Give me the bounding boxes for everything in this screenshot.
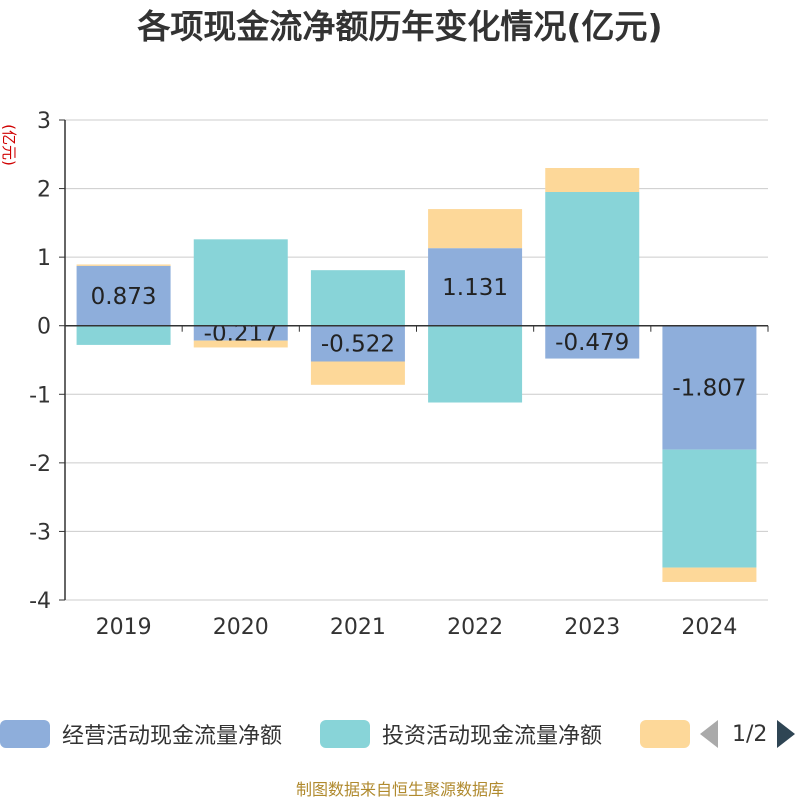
legend: 经营活动现金流量净额 投资活动现金流量净额 1/2 (0, 716, 800, 752)
bar-3-2019 (76, 264, 171, 266)
bar-3-2023 (545, 168, 640, 192)
data-label-2023: -0.479 (555, 330, 629, 356)
y-axis-label: (亿元) (0, 124, 18, 166)
bar-1-2023 (545, 325, 640, 359)
bar-2-2020 (193, 239, 288, 326)
legend-item-operating[interactable]: 经营活动现金流量净额 (0, 716, 282, 752)
x-tick-label: 2021 (330, 615, 386, 640)
legend-pager: 1/2 (700, 716, 796, 752)
bar-2-2022 (428, 325, 523, 403)
bar-1-2024 (662, 325, 757, 450)
source-note: 制图数据来自恒生聚源数据库 (295, 780, 504, 799)
bar-3-2020 (193, 340, 288, 348)
legend-item-financing[interactable] (640, 716, 690, 752)
x-tick-label: 2024 (681, 615, 737, 640)
legend-swatch-financing (640, 720, 690, 748)
bar-1-2021 (310, 325, 405, 362)
data-label-2019: 0.873 (91, 284, 157, 310)
data-label-2021: -0.522 (321, 332, 395, 358)
bar-1-2020 (193, 325, 288, 341)
y-tick-label: -3 (29, 520, 51, 545)
data-label-2024: -1.807 (672, 376, 746, 402)
legend-prev-arrow-icon[interactable] (700, 720, 718, 748)
y-tick-label: 3 (37, 109, 51, 134)
legend-swatch-operating (0, 720, 50, 748)
x-tick-label: 2022 (447, 615, 503, 640)
x-tick-label: 2020 (213, 615, 269, 640)
bar-2-2019 (76, 325, 171, 345)
x-tick-label: 2023 (564, 615, 620, 640)
bar-2-2024 (662, 449, 757, 568)
bar-3-2021 (310, 361, 405, 385)
y-tick-label: -1 (29, 383, 51, 408)
y-tick-label: 0 (37, 315, 51, 340)
data-label-2022: 1.131 (442, 275, 508, 301)
bar-1-2019 (76, 265, 171, 326)
legend-label-investing: 投资活动现金流量净额 (382, 724, 603, 749)
bar-1-2022 (428, 248, 523, 326)
legend-item-investing[interactable]: 投资活动现金流量净额 (320, 716, 602, 752)
bar-2-2021 (310, 270, 405, 326)
y-tick-label: 2 (37, 178, 51, 203)
y-tick-label: 1 (37, 246, 51, 271)
x-tick-label: 2019 (96, 615, 152, 640)
y-tick-label: -2 (29, 452, 51, 477)
legend-page-indicator: 1/2 (732, 721, 768, 747)
y-tick-label: -4 (29, 589, 51, 614)
bar-3-2024 (662, 567, 757, 582)
legend-label-operating: 经营活动现金流量净额 (62, 724, 283, 749)
bar-2-2023 (545, 192, 640, 326)
chart-title: 各项现金流净额历年变化情况(亿元) (137, 7, 663, 46)
legend-next-arrow-icon[interactable] (777, 720, 796, 748)
bar-3-2022 (428, 209, 523, 249)
legend-swatch-investing (320, 720, 370, 748)
